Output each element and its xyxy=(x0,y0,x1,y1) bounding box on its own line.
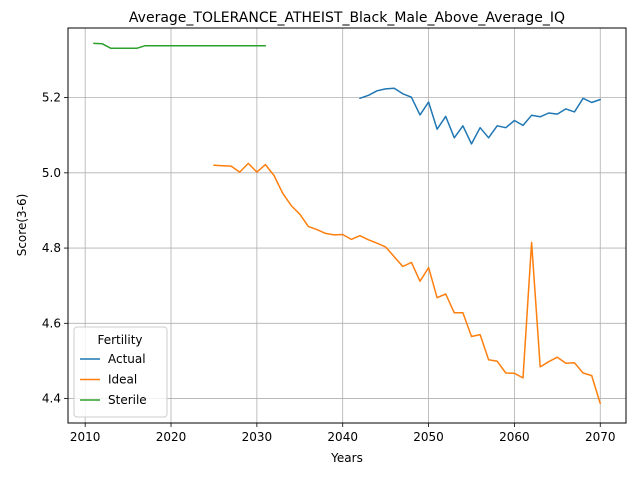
legend-title: Fertility xyxy=(97,333,142,347)
legend-entries: Actual Ideal Sterile xyxy=(80,352,147,407)
chart-title: Average_TOLERANCE_ATHEIST_Black_Male_Abo… xyxy=(129,10,565,26)
x-tick-label: 2060 xyxy=(499,430,530,444)
x-tick-label: 2040 xyxy=(327,430,358,444)
plot-frame xyxy=(67,27,627,424)
legend-label-sterile: Sterile xyxy=(108,393,147,407)
x-tick-label: 2030 xyxy=(242,430,273,444)
legend-box xyxy=(73,326,168,418)
legend: Fertility Actual Ideal Sterile xyxy=(73,326,168,418)
x-tick-label: 2050 xyxy=(413,430,444,444)
series-lines xyxy=(93,42,601,405)
y-tick-label: 4.4 xyxy=(42,392,61,406)
ticks: 2010 2020 2030 2040 2050 2060 2070 4.4 4.6 4.8 5.0… xyxy=(42,91,616,444)
series-line-ideal xyxy=(213,162,601,405)
series-line-sterile xyxy=(93,42,267,50)
y-tick-label: 5.0 xyxy=(42,166,61,180)
x-axis-label: Years xyxy=(330,451,363,465)
legend-label-actual: Actual xyxy=(108,352,146,366)
legend-label-ideal: Ideal xyxy=(108,373,137,387)
x-tick-label: 2010 xyxy=(70,430,101,444)
y-tick-label: 4.6 xyxy=(42,316,61,330)
x-tick-label: 2070 xyxy=(585,430,616,444)
y-axis-label: Score(3-6) xyxy=(15,194,29,257)
y-tick-label: 5.2 xyxy=(42,91,61,105)
y-tick-label: 4.8 xyxy=(42,241,61,255)
x-tick-label: 2020 xyxy=(156,430,187,444)
series-line-actual xyxy=(359,87,601,145)
